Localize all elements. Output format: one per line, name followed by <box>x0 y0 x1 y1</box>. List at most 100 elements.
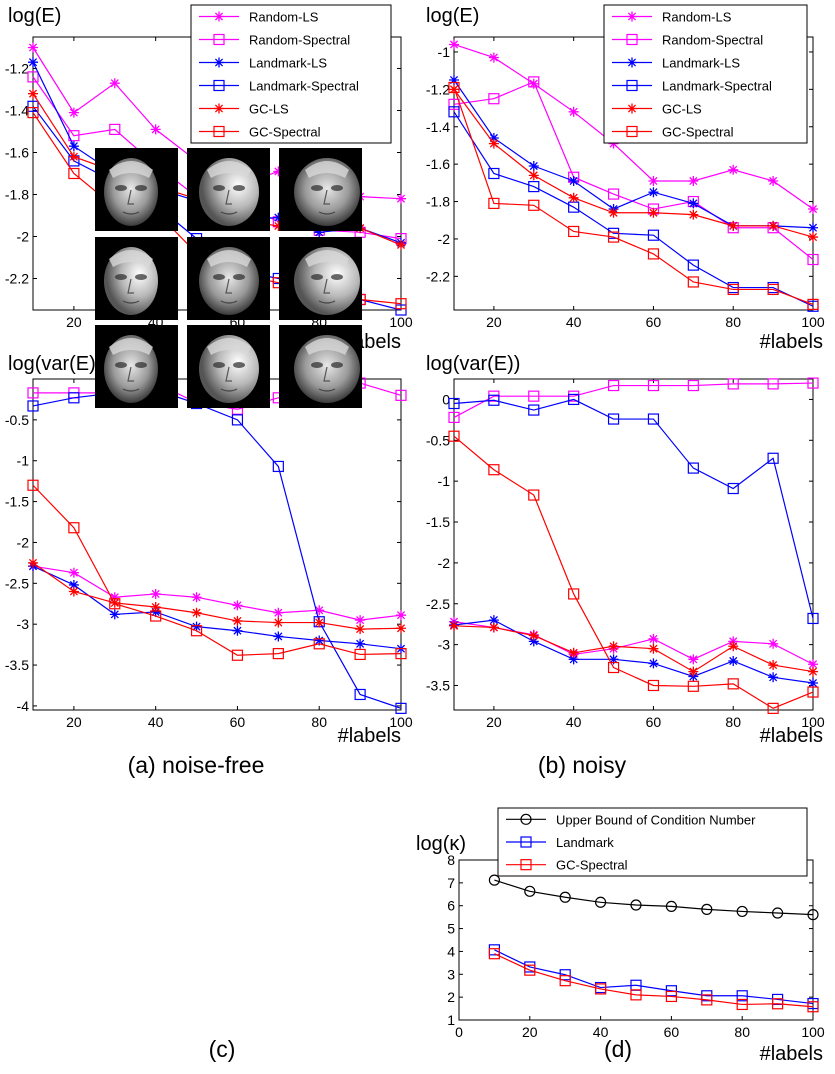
data-point <box>528 76 540 88</box>
data-point <box>559 969 571 981</box>
data-point <box>28 57 38 68</box>
x-axis-label: #labels <box>760 1043 823 1065</box>
data-point <box>768 175 779 186</box>
x-tick-label: 100 <box>389 314 413 330</box>
data-point <box>807 612 819 625</box>
data-point <box>688 654 699 665</box>
face-image <box>95 325 178 408</box>
data-point <box>109 609 120 620</box>
data-point <box>27 387 39 399</box>
data-point <box>355 638 366 649</box>
data-point <box>594 896 607 908</box>
y-tick-label: -1.2 <box>426 81 450 97</box>
y-tick-label: -1.5 <box>5 494 29 510</box>
data-point <box>728 641 739 652</box>
data-point <box>488 93 500 105</box>
x-tick-label: 20 <box>66 314 82 330</box>
data-point <box>568 647 579 658</box>
series-line <box>494 879 814 916</box>
data-point <box>314 617 325 628</box>
face-nose <box>323 189 330 205</box>
face-hair <box>305 161 349 178</box>
data-point <box>648 207 659 218</box>
x-tick-label: 20 <box>486 314 502 330</box>
data-point <box>150 588 161 599</box>
face-nose <box>127 366 134 382</box>
face-hair <box>305 338 349 355</box>
data-point <box>488 464 500 476</box>
face-mouth <box>318 388 336 392</box>
face-mouth <box>220 300 238 304</box>
data-point <box>807 253 819 266</box>
legend-entry: GC-Spectral <box>506 858 628 873</box>
data-point <box>647 248 660 260</box>
x-tick-label: 100 <box>801 714 825 730</box>
data-point <box>607 231 620 243</box>
legend-entry: GC-Spectral <box>612 125 734 140</box>
data-point <box>767 283 779 296</box>
x-tick-label: 60 <box>646 314 662 330</box>
data-point <box>68 167 80 180</box>
data-point <box>272 648 284 660</box>
series-line <box>453 87 814 305</box>
face-eye <box>331 274 343 280</box>
x-tick-label: 20 <box>66 714 82 730</box>
legend-entry: Landmark-Spectral <box>612 79 772 94</box>
legend-label: GC-Spectral <box>249 125 321 140</box>
data-point <box>648 658 659 669</box>
legend-entry: Random-Spectral <box>199 33 350 48</box>
data-point <box>109 78 120 89</box>
data-point <box>807 298 819 310</box>
data-point <box>488 874 500 886</box>
series-line <box>453 89 814 238</box>
series-gc-spectral <box>27 479 407 661</box>
data-point <box>767 378 779 390</box>
face-mouth <box>318 300 336 304</box>
y-tick-label: -2.5 <box>426 596 450 612</box>
legend-marker <box>213 79 225 92</box>
face-nose <box>225 366 232 382</box>
legend-marker <box>214 11 224 22</box>
data-point <box>27 400 39 412</box>
data-point <box>396 193 406 204</box>
y-tick-label: -1.4 <box>5 103 29 119</box>
data-point <box>688 666 699 677</box>
legend-entry: Landmark-Spectral <box>199 79 359 94</box>
data-point <box>191 607 202 618</box>
y-axis-label: log(E) <box>8 5 61 27</box>
data-point <box>191 592 202 603</box>
face-eye <box>233 274 245 280</box>
data-point <box>68 586 79 597</box>
data-point <box>808 659 818 670</box>
data-point <box>449 39 459 50</box>
face-hair <box>305 250 349 267</box>
data-point <box>28 88 38 99</box>
y-tick-label: -2 <box>17 534 30 550</box>
face-image <box>187 148 270 231</box>
data-point <box>727 678 739 690</box>
data-point <box>449 620 459 631</box>
legend-entry: Landmark-LS <box>612 56 740 71</box>
data-point <box>488 52 499 63</box>
face-image <box>95 148 178 231</box>
data-point <box>528 180 540 193</box>
data-point <box>768 672 779 683</box>
legend-label: Upper Bound of Condition Number <box>556 812 756 827</box>
chart-top-right: 20 40 60 80 100 -2.2 -2 -1.8 -1.6 -1.4 -1.2 -1 log(E… <box>426 4 825 353</box>
face-hair <box>109 250 153 267</box>
series-gc-spectral <box>448 430 819 714</box>
data-point <box>273 166 284 177</box>
face-hair <box>109 161 153 178</box>
y-tick-label: 4 <box>447 943 455 959</box>
legend-label: GC-Spectral <box>556 858 628 873</box>
data-point <box>232 625 243 636</box>
y-axis-label: log(var(E)) <box>8 353 102 375</box>
data-point <box>68 107 79 118</box>
legend-label: Random-LS <box>249 10 319 25</box>
y-tick-label: -1.8 <box>5 187 29 203</box>
data-point <box>687 379 699 392</box>
data-point <box>688 209 699 220</box>
face-eye <box>233 185 245 191</box>
data-point <box>665 900 678 913</box>
x-tick-label: 0 <box>455 1024 463 1040</box>
